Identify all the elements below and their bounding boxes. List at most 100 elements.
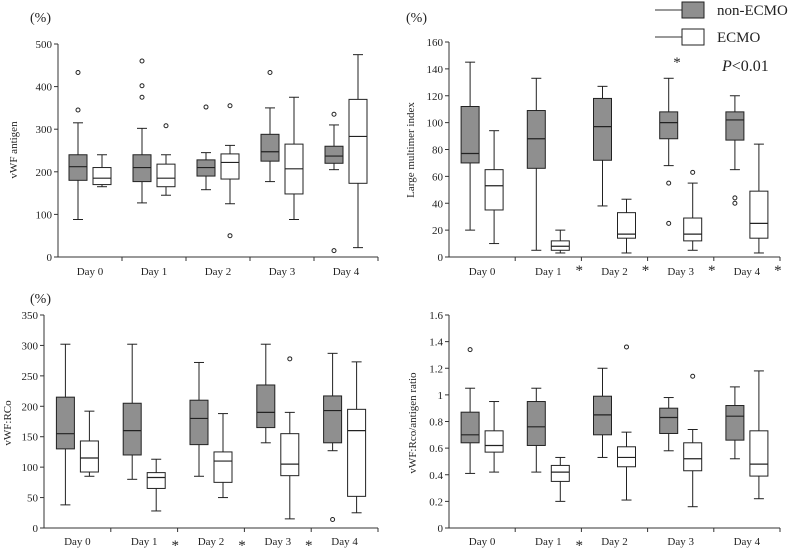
- x-tick-label: Day 1: [131, 536, 158, 548]
- y-axis-label: Large multimer index: [405, 102, 417, 198]
- non-ecmo-box-day-3: [256, 343, 276, 444]
- y-axis-label: vWF:RCo: [2, 400, 14, 446]
- x-tick-label: Day 4: [734, 536, 761, 548]
- ecmo-box-day-1: [156, 123, 176, 196]
- outlier-point: [732, 195, 738, 201]
- y-tick-label: 0: [438, 523, 444, 535]
- legend-label-non-ecmo: non-ECMO: [717, 3, 788, 19]
- y-tick-label: 1.6: [429, 310, 443, 322]
- non-ecmo-box-day-4: [323, 352, 343, 522]
- legend-swatch-ecmo: [681, 28, 705, 46]
- outlier-point: [732, 200, 738, 206]
- ecmo-box-day-0: [79, 410, 99, 477]
- chart-panel-1: (%) vWF antigen 0 100 200 300 400 500 Day 0 Day 1…: [8, 11, 379, 278]
- iqr-box: [593, 97, 612, 161]
- y-tick-label: 100: [22, 462, 39, 474]
- iqr-box: [484, 430, 504, 453]
- iqr-box: [725, 111, 745, 141]
- chart-panel-3: (%) vWF:RCo 0 50 100 150 200 250 300 350 Day 0 Day …: [2, 292, 379, 549]
- non-ecmo-box-day-3: [260, 70, 280, 183]
- outlier-point: [203, 104, 209, 110]
- y-tick-label: 300: [22, 340, 39, 352]
- ecmo-box-day-1: [550, 229, 570, 254]
- iqr-box: [220, 153, 240, 180]
- y-tick-label: 1: [438, 390, 444, 402]
- iqr-box: [256, 384, 276, 429]
- outlier-point: [690, 169, 696, 175]
- y-tick-label: 1.2: [429, 363, 443, 375]
- iqr-box: [659, 111, 679, 140]
- x-tick-label: Day 3: [269, 266, 296, 278]
- non-ecmo-box-day-2: [593, 367, 612, 458]
- y-axis-label: vWF antigen: [8, 121, 20, 179]
- p-value-note: P<0.01: [721, 58, 769, 75]
- x-tick-label: Day 4: [331, 536, 358, 548]
- iqr-box: [213, 451, 233, 483]
- y-tick-label: 0.4: [429, 470, 443, 482]
- chart-panel-2: (%) Large multimer index 0 20 40 60 80 100 120 14…: [405, 11, 782, 279]
- non-ecmo-box-day-4: [725, 386, 745, 460]
- x-tick-label: Day 4: [333, 266, 360, 278]
- iqr-box: [593, 395, 612, 436]
- iqr-box: [659, 407, 679, 434]
- iqr-box: [526, 110, 546, 169]
- non-ecmo-box-day-0: [460, 347, 480, 474]
- y-tick-label: 0.2: [429, 496, 443, 508]
- non-ecmo-box-day-2: [196, 104, 216, 191]
- y-tick-label: 140: [427, 64, 444, 76]
- iqr-box: [460, 411, 480, 444]
- significance-marker: *: [774, 263, 782, 279]
- ecmo-box-day-4: [749, 143, 769, 254]
- y-tick-label: 1.4: [429, 337, 443, 349]
- outlier-point: [330, 516, 336, 522]
- legend-label-ecmo: ECMO: [717, 30, 761, 46]
- legend: non-ECMO ECMO * P<0.01: [655, 1, 788, 75]
- iqr-box: [122, 402, 142, 456]
- significance-marker: *: [642, 263, 650, 279]
- y-tick-label: 50: [27, 493, 39, 505]
- iqr-box: [146, 472, 166, 489]
- p-value-threshold: <0.01: [732, 58, 769, 75]
- non-ecmo-box-day-1: [132, 58, 152, 204]
- ecmo-box-day-0: [484, 401, 504, 473]
- outlier-point: [287, 356, 293, 362]
- iqr-box: [189, 399, 209, 446]
- unit-label: (%): [30, 292, 51, 307]
- outlier-point: [139, 94, 145, 100]
- iqr-box: [280, 433, 300, 477]
- y-tick-label: 40: [432, 198, 444, 210]
- significance-marker: *: [238, 538, 246, 549]
- outlier-point: [666, 180, 672, 186]
- x-tick-label: Day 3: [667, 536, 694, 548]
- x-tick-label: Day 0: [469, 536, 496, 548]
- ecmo-box-day-2: [220, 103, 240, 239]
- x-tick-label: Day 2: [205, 266, 232, 278]
- unit-label: (%): [406, 11, 427, 26]
- significance-marker: *: [576, 263, 584, 279]
- iqr-box: [132, 154, 152, 183]
- y-tick-label: 120: [427, 91, 444, 103]
- iqr-box: [683, 442, 703, 472]
- y-tick-label: 20: [432, 225, 444, 237]
- x-tick-label: Day 3: [265, 536, 292, 548]
- outlier-point: [139, 58, 145, 64]
- non-ecmo-box-day-1: [122, 343, 142, 480]
- iqr-box: [79, 440, 99, 473]
- y-tick-label: 0: [33, 523, 39, 535]
- y-tick-label: 350: [22, 310, 39, 322]
- y-tick-label: 150: [22, 432, 39, 444]
- y-tick-label: 160: [427, 37, 444, 49]
- iqr-box: [156, 163, 176, 188]
- y-tick-label: 500: [36, 39, 53, 51]
- outlier-point: [267, 70, 273, 76]
- outlier-point: [139, 83, 145, 89]
- iqr-box: [92, 167, 112, 186]
- outlier-point: [467, 347, 473, 353]
- ecmo-box-day-2: [617, 198, 636, 254]
- outlier-point: [75, 107, 81, 113]
- outlier-point: [75, 70, 81, 76]
- outlier-point: [163, 123, 169, 129]
- y-tick-label: 100: [36, 209, 53, 221]
- outlier-point: [624, 344, 629, 350]
